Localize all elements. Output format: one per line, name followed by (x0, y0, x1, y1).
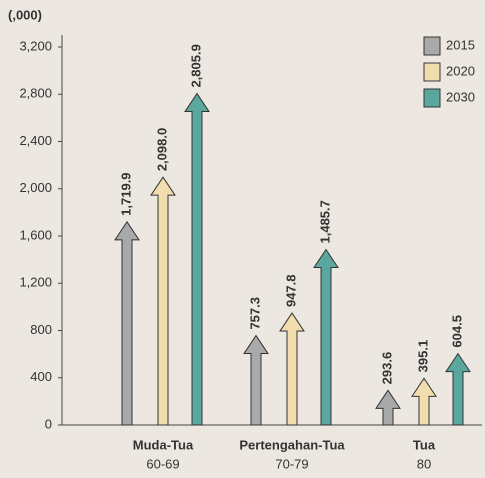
legend-label: 2030 (446, 89, 475, 104)
x-tick-label: Tua (413, 437, 436, 452)
value-label: 757.3 (247, 297, 262, 330)
value-label: 1,485.7 (317, 200, 332, 243)
y-tick-label: 800 (30, 322, 52, 337)
value-label: 395.1 (415, 340, 430, 373)
y-tick-label: 1,600 (19, 227, 52, 242)
y-tick-label: 2,800 (19, 86, 52, 101)
y-tick-label: 2,400 (19, 133, 52, 148)
legend-swatch (424, 89, 440, 107)
x-tick-sublabel: 60-69 (146, 456, 179, 471)
y-axis-label: (,000) (8, 7, 42, 22)
value-label: 293.6 (379, 352, 394, 385)
x-tick-label: Muda-Tua (133, 437, 194, 452)
legend-swatch (424, 37, 440, 55)
background (0, 0, 485, 478)
value-label: 604.5 (449, 315, 464, 348)
value-label: 1,719.9 (118, 172, 133, 215)
legend-label: 2015 (446, 37, 475, 52)
x-tick-sublabel: 70-79 (275, 456, 308, 471)
value-label: 2,805.9 (188, 44, 203, 87)
y-tick-label: 1,200 (19, 275, 52, 290)
legend-label: 2020 (446, 63, 475, 78)
chart: (,000) 0 400 800 1,200 1,600 2,000 2,400 2,800 3… (0, 0, 485, 478)
legend-swatch (424, 63, 440, 81)
value-label: 2,098.0 (154, 128, 169, 171)
x-tick-sublabel: 80 (417, 456, 431, 471)
value-label: 947.8 (283, 274, 298, 307)
y-tick-label: 3,200 (19, 38, 52, 53)
y-tick-label: 400 (30, 369, 52, 384)
y-tick-label: 0 (45, 416, 52, 431)
x-tick-label: Pertengahan-Tua (239, 437, 345, 452)
y-tick-label: 2,000 (19, 180, 52, 195)
